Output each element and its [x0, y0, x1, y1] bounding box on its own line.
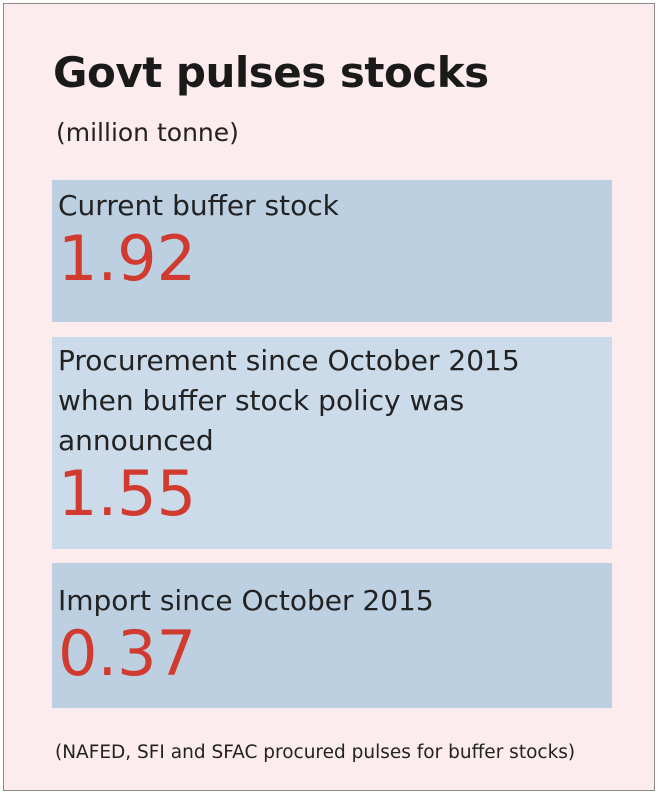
stat-value: 1.92: [58, 222, 197, 295]
stat-value: 0.37: [58, 617, 197, 690]
stat-panel-current-buffer-stock: Current buffer stock 1.92: [52, 180, 612, 322]
stat-value: 1.55: [58, 457, 197, 530]
stat-label: Current buffer stock: [58, 189, 339, 222]
stat-panel-import: Import since October 2015 0.37: [52, 563, 612, 708]
stat-label: Import since October 2015: [58, 584, 434, 617]
chart-title: Govt pulses stocks: [53, 48, 489, 97]
stat-panel-procurement: Procurement since October 2015 when buff…: [52, 337, 612, 549]
chart-subtitle: (million tonne): [56, 118, 239, 147]
footnote: (NAFED, SFI and SFAC procured pulses for…: [55, 742, 576, 763]
stat-label: Procurement since October 2015 when buff…: [58, 344, 520, 457]
